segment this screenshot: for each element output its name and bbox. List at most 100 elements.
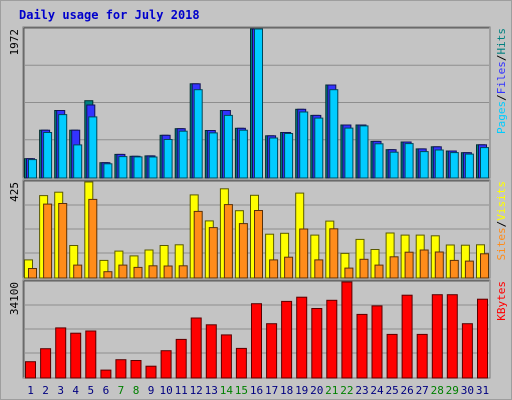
- x-tick-label: 3: [57, 384, 64, 397]
- x-tick-label: 4: [72, 384, 79, 397]
- y-max-label: 425: [8, 182, 21, 202]
- bar-sites-day-13: [208, 227, 218, 279]
- bar-kbytes-day-18: [281, 300, 293, 379]
- x-tick-label: 19: [295, 384, 308, 397]
- bar-sites-day-11: [178, 265, 188, 279]
- bar-kbytes-day-21: [326, 299, 338, 379]
- bar-kbytes-day-16: [251, 303, 262, 379]
- legend-item-hits: Hits: [495, 28, 508, 55]
- legend-separator: /: [495, 55, 508, 62]
- bar-sites-day-17: [269, 259, 279, 279]
- bar-sites-day-9: [148, 265, 158, 279]
- legend-visits-sites: Sites/Visits: [495, 181, 508, 261]
- bar-sites-day-6: [103, 271, 113, 279]
- y-max-label: 1972: [8, 29, 21, 56]
- bar-sites-day-3: [58, 203, 68, 279]
- bar-kbytes-day-30: [461, 323, 473, 379]
- bar-kbytes-day-13: [205, 324, 217, 379]
- x-tick-label: 25: [385, 384, 398, 397]
- x-tick-label: 29: [446, 384, 459, 397]
- bar-sites-day-12: [193, 210, 203, 279]
- bar-kbytes-day-29: [446, 294, 458, 379]
- x-tick-label: 10: [159, 384, 172, 397]
- bar-sites-day-23: [359, 258, 369, 279]
- legend-separator: /: [495, 94, 508, 101]
- bar-sites-day-16: [254, 210, 263, 279]
- x-tick-label: 17: [265, 384, 278, 397]
- bar-pages-day-8: [133, 156, 143, 179]
- panel-kbytes: 34100 KBytes: [8, 279, 508, 379]
- bar-pages-day-17: [269, 137, 279, 179]
- x-tick-label: 22: [340, 384, 353, 397]
- bar-sites-day-21: [329, 228, 339, 279]
- legend-item-kbytes: KBytes: [495, 281, 508, 321]
- bar-sites-day-20: [314, 259, 324, 279]
- bar-pages-day-24: [374, 143, 384, 179]
- legend-kbytes: KBytes: [495, 281, 508, 321]
- bar-sites-day-15: [238, 223, 248, 279]
- bar-sites-day-5: [88, 198, 98, 279]
- bar-sites-day-19: [299, 228, 309, 279]
- bar-kbytes-day-6: [100, 369, 112, 379]
- bar-pages-day-20: [314, 117, 324, 179]
- x-tick-label: 2: [42, 384, 49, 397]
- bar-kbytes-day-20: [311, 308, 323, 379]
- bar-sites-day-4: [73, 264, 83, 279]
- bar-pages-day-12: [193, 89, 203, 179]
- bar-pages-day-22: [344, 127, 354, 179]
- bar-pages-day-16: [254, 28, 263, 179]
- bar-kbytes-day-23: [356, 313, 368, 379]
- legend-item-files: Files: [495, 61, 508, 94]
- bar-sites-day-25: [389, 256, 399, 279]
- bar-pages-day-28: [434, 149, 444, 179]
- legend-item-visits: Visits: [495, 181, 508, 221]
- bar-kbytes-day-4: [70, 332, 82, 379]
- bar-kbytes-day-19: [296, 296, 308, 379]
- bar-pages-day-1: [28, 159, 37, 179]
- bar-pages-day-30: [464, 153, 474, 179]
- bar-pages-day-6: [103, 163, 113, 179]
- x-tick-label: 16: [250, 384, 263, 397]
- bar-pages-day-10: [163, 139, 173, 179]
- bar-sites-day-30: [464, 260, 474, 279]
- x-tick-label: 6: [103, 384, 110, 397]
- bar-pages-day-27: [419, 151, 429, 179]
- bar-pages-day-19: [299, 111, 309, 179]
- bar-sites-day-27: [419, 249, 429, 279]
- bar-kbytes-day-12: [190, 317, 202, 379]
- x-tick-label: 8: [133, 384, 140, 397]
- bar-kbytes-day-2: [40, 348, 52, 379]
- bar-pages-day-2: [43, 132, 53, 179]
- x-tick-label: 24: [370, 384, 384, 397]
- bar-sites-day-31: [480, 253, 489, 279]
- bar-sites-day-1: [28, 268, 37, 279]
- bar-pages-day-18: [284, 133, 294, 179]
- x-tick-label: 28: [431, 384, 444, 397]
- bar-pages-day-4: [73, 144, 83, 179]
- bar-kbytes-day-17: [266, 323, 278, 379]
- chart-title: Daily usage for July 2018: [19, 8, 200, 22]
- bar-sites-day-8: [133, 266, 143, 279]
- y-max-label: 34100: [8, 282, 21, 315]
- legend-separator: /: [495, 221, 508, 228]
- bar-kbytes-day-11: [175, 338, 187, 379]
- legend-hits-files-pages: Pages/Files/Hits: [495, 28, 508, 134]
- x-tick-label: 18: [280, 384, 293, 397]
- bar-pages-day-14: [223, 114, 233, 179]
- bar-sites-day-29: [449, 259, 459, 279]
- bar-pages-day-3: [58, 114, 68, 179]
- x-tick-label: 9: [148, 384, 155, 397]
- bar-pages-day-7: [118, 156, 128, 179]
- bar-kbytes-day-15: [235, 347, 247, 379]
- bar-pages-day-15: [238, 129, 248, 179]
- bar-kbytes-day-28: [431, 294, 443, 379]
- x-axis-labels: 1 2 3 4 5 6 7 8 9 10 11 12 13 14 15 16 17 18 19 20 21 22 23 24 2…: [27, 384, 489, 397]
- panel-visits-sites: 425 Sites/Visits: [8, 179, 508, 279]
- x-tick-label: 7: [118, 384, 125, 397]
- bar-kbytes-day-24: [371, 305, 383, 379]
- x-tick-label: 31: [476, 384, 489, 397]
- legend-item-pages: Pages: [495, 101, 508, 134]
- bar-pages-day-21: [329, 89, 339, 179]
